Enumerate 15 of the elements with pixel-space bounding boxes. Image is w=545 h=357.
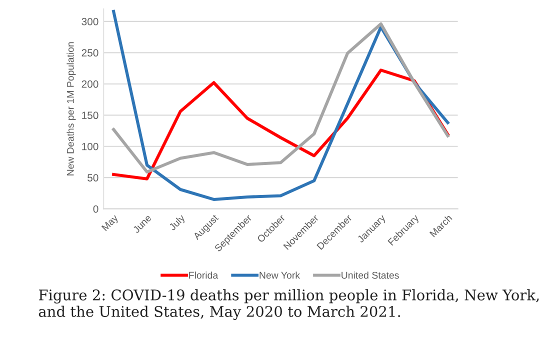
x-tick-label: May bbox=[101, 214, 120, 233]
line-series bbox=[112, 22, 450, 174]
legend-label: Florida bbox=[189, 272, 218, 279]
legend-label: United States bbox=[342, 272, 399, 279]
y-axis-title: New Deaths per 1M Population bbox=[66, 42, 76, 176]
y-tick-label: 250 bbox=[82, 49, 98, 57]
legend-label: New York bbox=[260, 272, 300, 279]
caption: Figure 2: COVID-19 deaths per million people in Florida, New York, and the United States, May 2020 to March 2021. bbox=[38, 289, 539, 320]
y-tick-label: 50 bbox=[88, 174, 98, 182]
y-tick-label: 150 bbox=[82, 112, 98, 120]
y-tick-label: 200 bbox=[82, 80, 98, 88]
y-tick-label: 0 bbox=[93, 205, 98, 213]
x-tick-label: July bbox=[168, 214, 187, 232]
y-tick-label: 300 bbox=[82, 18, 98, 26]
y-tick-label: 100 bbox=[82, 142, 98, 150]
